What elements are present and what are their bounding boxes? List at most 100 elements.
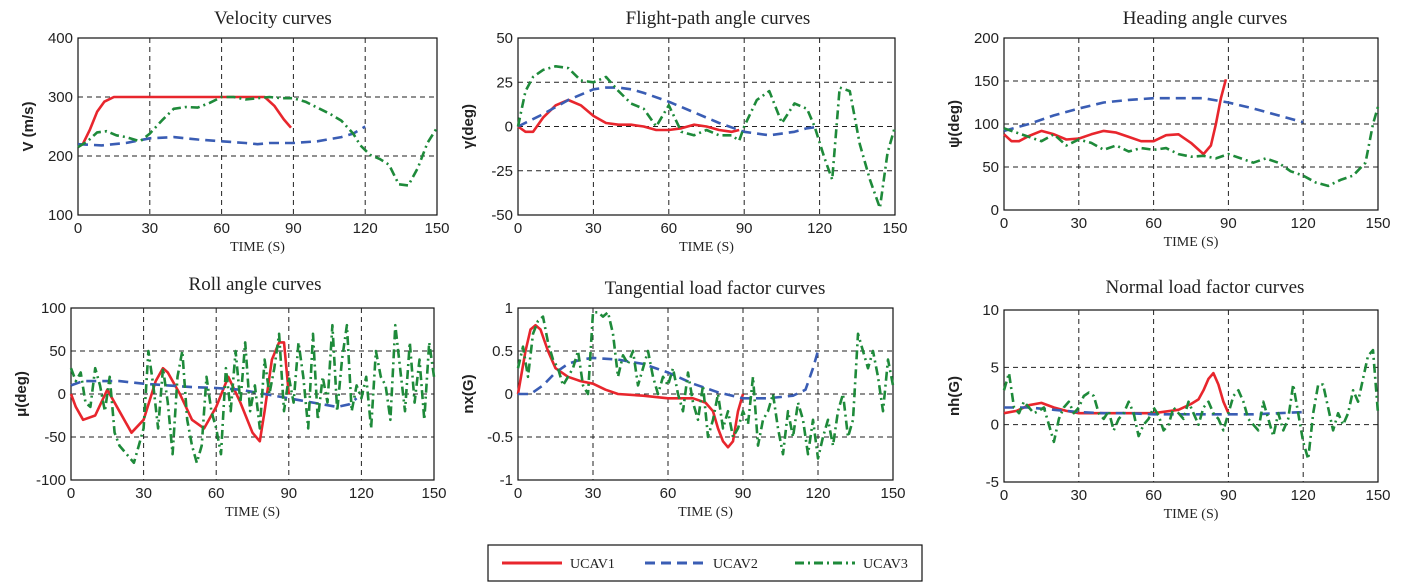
- y-tick-label: 50: [982, 159, 999, 176]
- x-tick-label: 60: [1145, 215, 1162, 232]
- x-tick-label: 120: [1291, 215, 1316, 232]
- y-tick-label: 1: [505, 300, 513, 317]
- x-tick-label: 150: [421, 485, 446, 502]
- y-tick-label: -50: [491, 207, 513, 224]
- x-tick-label: 0: [514, 220, 522, 237]
- chart-title: Normal load factor curves: [1106, 277, 1305, 298]
- x-tick-label: 30: [1070, 487, 1087, 504]
- y-tick-label: 0: [505, 119, 513, 136]
- x-tick-label: 30: [135, 485, 152, 502]
- x-axis-label: TIME (S): [1164, 507, 1219, 522]
- plot-area: [1003, 309, 1379, 483]
- x-tick-label: 0: [1000, 487, 1008, 504]
- x-tick-label: 30: [585, 485, 602, 502]
- x-axis-label: TIME (S): [1164, 235, 1219, 250]
- y-axis-label: nx(G): [460, 374, 477, 413]
- x-tick-label: 90: [1220, 215, 1237, 232]
- x-tick-label: 60: [1145, 487, 1162, 504]
- y-tick-label: 200: [48, 148, 73, 165]
- x-tick-label: 60: [660, 220, 677, 237]
- chart-title: Roll angle curves: [189, 274, 322, 295]
- series-ucav3: [1002, 348, 1380, 461]
- x-tick-label: 120: [805, 485, 830, 502]
- x-tick-label: 90: [280, 485, 297, 502]
- series-ucav1: [81, 95, 292, 145]
- y-tick-label: 5: [991, 359, 999, 376]
- y-tick-label: -5: [986, 474, 999, 491]
- x-tick-label: 90: [285, 220, 302, 237]
- y-tick-label: 25: [496, 74, 513, 91]
- chart-3: 0 30 60 90 120 150 0 50 100 150 200 Heading angle c…: [946, 8, 1391, 250]
- y-tick-label: -100: [36, 472, 66, 489]
- chart-title: Velocity curves: [214, 8, 332, 29]
- y-axis-label: ψ(deg): [946, 100, 963, 148]
- x-tick-label: 120: [807, 220, 832, 237]
- legend-label-ucav1: UCAV1: [570, 557, 615, 572]
- x-tick-label: 90: [736, 220, 753, 237]
- y-tick-label: 0: [58, 386, 66, 403]
- chart-2: 0 30 60 90 120 150 -50 -25 0 25 50 Flight-path angl…: [460, 8, 908, 255]
- y-tick-label: -1: [500, 472, 513, 489]
- y-tick-label: 0: [991, 417, 999, 434]
- y-axis-label: μ(deg): [13, 371, 30, 417]
- x-tick-label: 0: [514, 485, 522, 502]
- y-tick-label: 150: [974, 73, 999, 90]
- chart-title: Tangential load factor curves: [605, 278, 826, 299]
- x-tick-label: 30: [141, 220, 158, 237]
- x-tick-label: 150: [1365, 215, 1390, 232]
- series-ucav2: [518, 350, 820, 400]
- series-ucav3: [1003, 106, 1380, 188]
- series-ucav1: [516, 323, 745, 449]
- legend-label-ucav2: UCAV2: [713, 557, 758, 572]
- y-axis-label: nh(G): [946, 376, 963, 416]
- y-tick-label: 0: [991, 202, 999, 219]
- y-tick-label: 400: [48, 30, 73, 47]
- x-tick-label: 30: [585, 220, 602, 237]
- y-tick-label: 300: [48, 89, 73, 106]
- x-tick-label: 150: [880, 485, 905, 502]
- chart-title: Heading angle curves: [1123, 8, 1288, 29]
- series-ucav2: [1004, 406, 1304, 416]
- y-axis-label: γ(deg): [460, 104, 477, 149]
- y-tick-label: 200: [974, 30, 999, 47]
- chart-4: 0 30 60 90 120 150 -100 -50 0 50 100 Roll angle cur…: [13, 274, 447, 520]
- x-axis-label: TIME (S): [679, 240, 734, 255]
- series-ucav3: [516, 310, 895, 460]
- y-tick-label: -0.5: [487, 429, 513, 446]
- x-tick-label: 60: [213, 220, 230, 237]
- series-ucav2: [517, 86, 820, 137]
- x-tick-label: 150: [882, 220, 907, 237]
- x-axis-label: TIME (S): [678, 505, 733, 520]
- x-tick-label: 60: [660, 485, 677, 502]
- y-tick-label: -25: [491, 163, 513, 180]
- y-tick-label: 100: [48, 207, 73, 224]
- x-tick-label: 150: [424, 220, 449, 237]
- series-ucav3: [69, 323, 436, 465]
- x-tick-label: 120: [353, 220, 378, 237]
- legend-label-ucav3: UCAV3: [863, 557, 908, 572]
- series-ucav1: [1003, 78, 1228, 156]
- x-tick-label: 90: [1220, 487, 1237, 504]
- y-tick-label: 100: [41, 300, 66, 317]
- y-tick-label: 50: [49, 343, 66, 360]
- chart-title: Flight-path angle curves: [626, 8, 811, 29]
- y-tick-label: 100: [974, 116, 999, 133]
- y-tick-label: 0: [505, 386, 513, 403]
- x-tick-label: 30: [1070, 215, 1087, 232]
- y-tick-label: -50: [44, 429, 66, 446]
- x-tick-label: 150: [1365, 487, 1390, 504]
- series-ucav3: [516, 65, 897, 210]
- plot-area: [77, 37, 438, 216]
- x-tick-label: 120: [1291, 487, 1316, 504]
- x-axis-label: TIME (S): [230, 240, 285, 255]
- series-ucav1: [517, 98, 740, 134]
- x-tick-label: 0: [1000, 215, 1008, 232]
- chart-1: 0 30 60 90 120 150 100 200 300 400 Velocity curves…: [20, 8, 450, 255]
- plot-area: [517, 307, 894, 481]
- y-tick-label: 10: [982, 302, 999, 319]
- legend: UCAV1 UCAV2 UCAV3: [487, 544, 923, 582]
- x-tick-label: 0: [74, 220, 82, 237]
